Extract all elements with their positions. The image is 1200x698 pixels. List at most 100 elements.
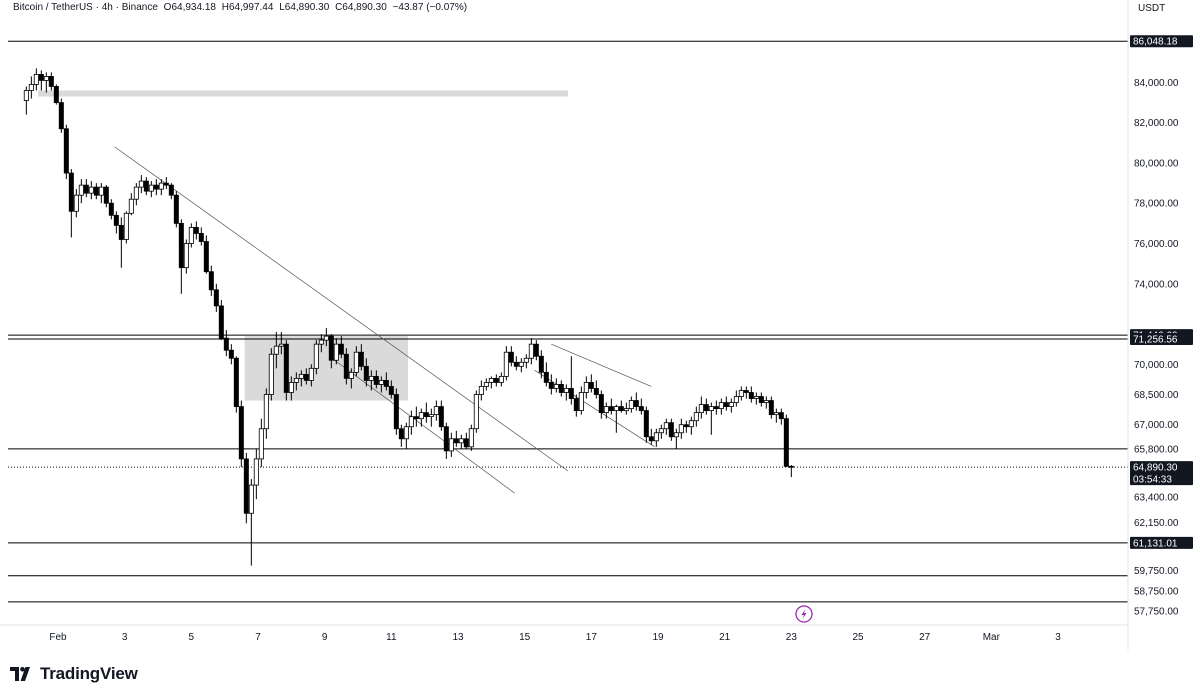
price-tick-label: 65,800.00 [1134,444,1179,455]
price-level-badge[interactable] [1130,35,1193,48]
candle-body [438,406,444,428]
candle-body [708,406,714,412]
candle-body [598,394,604,414]
candle-body [218,305,224,339]
time-tick-label: 3 [1055,632,1061,643]
candle-body [653,432,659,442]
candle-body [393,394,399,430]
candle-body [198,233,204,242]
symbol-legend[interactable]: Bitcoin / TetherUS · 4h · Binance O64,93… [13,2,470,13]
candle-body [93,186,99,196]
tradingview-brand[interactable]: TradingView [10,663,138,685]
candle-body [433,406,439,416]
candle-body [573,398,579,412]
candle-body [343,353,349,379]
symbol-name[interactable]: Bitcoin / TetherUS · 4h · Binance [13,2,158,13]
candle-body [728,402,734,407]
candle-body [668,422,674,438]
candle-body [523,357,529,363]
candle-body [418,412,424,420]
candle-body [98,186,104,196]
candle-body [538,355,544,373]
candle-body [548,382,554,389]
candle-body [108,202,114,216]
candle-body [678,424,684,434]
candle-body [658,428,664,434]
candle-body [528,343,534,359]
price-level-badge[interactable] [1130,333,1193,346]
candle-body [463,438,469,448]
candle-body [578,392,584,412]
time-tick-label: 3 [122,632,128,643]
candle-body [718,402,724,409]
price-level-badge-label: 71,256.56 [1133,335,1178,346]
candle-body [123,212,129,240]
candle-body [413,416,419,420]
candle-body [338,343,344,355]
candle-body [248,484,254,514]
candle-body [558,384,564,393]
candle-body [388,386,394,395]
candle-body [518,361,524,367]
price-tick-label: 76,000.00 [1134,239,1179,250]
candle-body [213,289,219,307]
candle-body [563,388,569,393]
ohlc-low: L64,890.30 [279,2,330,13]
price-tick-label: 62,150.00 [1134,518,1179,529]
price-level-badge[interactable] [1130,461,1193,486]
candle-body [333,343,339,361]
candle-body [428,414,434,418]
candle-body [403,426,409,440]
candle-body [643,410,649,438]
price-tick-label: 68,500.00 [1134,390,1179,401]
candle-body [308,367,314,381]
zone-rectangle[interactable] [38,90,568,97]
currency-label[interactable]: USDT [1138,3,1166,14]
candle-body [508,351,514,363]
candle-body [73,194,79,212]
time-tick-label: 23 [786,632,798,643]
candle-body [58,102,64,130]
candle-body [778,412,784,420]
candle-body [473,394,479,430]
candle-body [323,335,329,341]
candle-body [633,400,639,407]
time-tick-label: 17 [586,632,598,643]
candle-body [503,351,509,377]
trendline[interactable] [551,343,652,387]
candle-body [763,400,769,403]
candle-body [283,343,289,393]
candle-body [48,76,54,87]
price-tick-label: 58,750.00 [1134,586,1179,597]
candle-body [788,465,794,468]
tradingview-logo-icon [10,667,30,681]
horizontal-levels [8,40,1128,603]
time-tick-label: 11 [386,632,397,643]
candle-body [258,428,264,460]
candle-body [603,406,609,414]
time-tick-label: 27 [919,632,931,643]
trendline[interactable] [334,359,515,494]
time-tick-label: Mar [983,632,1001,643]
candle-body [743,390,749,393]
time-tick-label: Feb [49,632,67,643]
candle-body [63,128,69,174]
price-labels: 86,048.1871,446.6271,256.5664,890.3003:5… [1130,35,1193,549]
candle-body [273,345,279,355]
candle-body [38,73,44,81]
candle-body [23,90,29,101]
ohlc-change: −43.87 (−0.07%) [392,2,468,13]
trendline[interactable] [114,146,569,472]
candle-body [773,412,779,416]
candle-body [753,396,759,399]
candle-body [268,353,274,395]
price-tick-label: 67,000.00 [1134,420,1179,431]
trendline[interactable] [534,370,655,448]
candle-body [448,438,454,452]
candle-body [783,418,789,467]
candle-body [128,198,134,214]
time-tick-label: 7 [255,632,261,643]
price-level-badge[interactable] [1130,536,1193,549]
candle-body [533,343,539,357]
